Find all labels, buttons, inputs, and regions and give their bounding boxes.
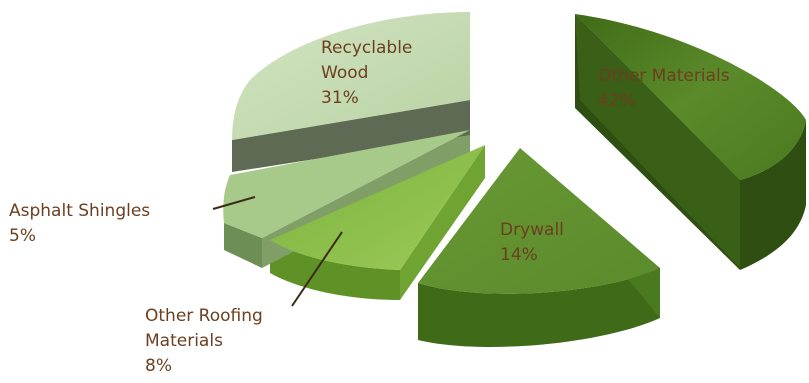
- label-recyclable-wood-line-2: Wood: [321, 63, 369, 83]
- label-other-roofing-line-1: Other Roofing: [145, 306, 263, 326]
- label-asphalt-shingles: Asphalt Shingles 5%: [9, 199, 150, 249]
- label-asphalt-shingles-line-1: Asphalt Shingles: [9, 201, 151, 221]
- slice-recyclable-wood-side: [232, 100, 470, 172]
- leader-line-other-roofing: [291, 231, 343, 307]
- label-asphalt-shingles-value: 5%: [9, 226, 36, 246]
- label-other-materials: Other Materials 42%: [598, 64, 730, 114]
- label-other-materials-line-1: Other Materials: [598, 66, 730, 86]
- label-other-roofing-value: 8%: [145, 356, 172, 376]
- slice-asphalt-shingles: [223, 130, 470, 238]
- label-recyclable-wood: Recyclable Wood 31%: [321, 36, 412, 111]
- slice-other-roofing: [270, 145, 485, 270]
- slice-other-roofing-side-2: [400, 145, 485, 300]
- slice-drywall: [418, 148, 660, 294]
- slice-other-materials-side-2: [575, 14, 740, 268]
- label-drywall: Drywall 14%: [500, 218, 564, 268]
- label-other-roofing: Other Roofing Materials 8%: [145, 304, 263, 379]
- label-recyclable-wood-line-1: Recyclable: [321, 38, 413, 58]
- slice-other-roofing-side: [270, 240, 400, 300]
- label-recyclable-wood-value: 31%: [321, 88, 359, 108]
- label-drywall-value: 14%: [500, 245, 538, 265]
- label-other-roofing-line-2: Materials: [145, 331, 223, 351]
- slice-recyclable-wood: [232, 12, 470, 140]
- slice-drywall-side: [418, 268, 660, 347]
- slice-other-materials: [575, 14, 806, 180]
- leader-line-asphalt-shingles: [212, 196, 256, 210]
- label-drywall-line-1: Drywall: [500, 220, 564, 240]
- label-other-materials-value: 42%: [598, 91, 636, 111]
